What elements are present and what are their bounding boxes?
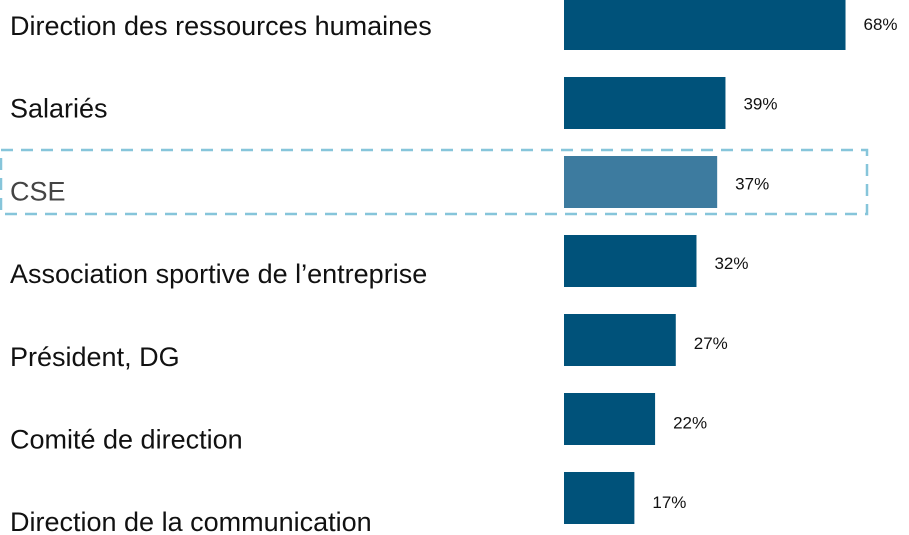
value-label: 17% bbox=[652, 493, 686, 512]
bar bbox=[564, 393, 656, 445]
bar bbox=[564, 314, 676, 366]
category-label: Salariés bbox=[10, 94, 108, 124]
highlight-box bbox=[0, 148, 869, 216]
bar bbox=[564, 156, 718, 208]
category-label: Comité de direction bbox=[10, 425, 243, 455]
bar bbox=[564, 77, 726, 129]
category-label: Direction des ressources humaines bbox=[10, 11, 432, 41]
value-label: 32% bbox=[714, 254, 748, 273]
bar bbox=[564, 235, 697, 287]
value-label: 27% bbox=[694, 334, 728, 353]
value-label: 68% bbox=[864, 15, 898, 34]
category-label: Président, DG bbox=[10, 342, 180, 372]
value-label: 37% bbox=[735, 174, 769, 193]
bar bbox=[564, 0, 846, 50]
category-label: CSE bbox=[10, 176, 66, 206]
value-label: 22% bbox=[673, 414, 707, 433]
category-label: Direction de la communication bbox=[10, 507, 372, 535]
value-label: 39% bbox=[743, 95, 777, 114]
category-label: Association sportive de l’entreprise bbox=[10, 259, 427, 289]
bar bbox=[564, 472, 635, 524]
